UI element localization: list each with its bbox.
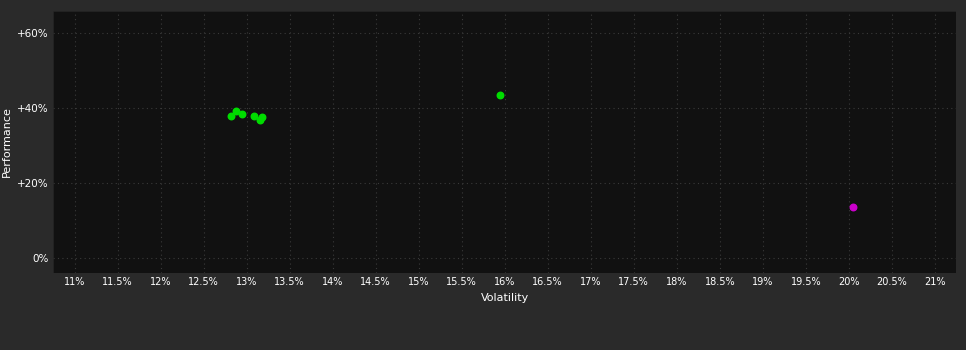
Point bbox=[845, 204, 861, 210]
Point bbox=[254, 114, 270, 120]
Point bbox=[235, 111, 250, 117]
Point bbox=[245, 113, 261, 118]
Point bbox=[252, 117, 268, 123]
X-axis label: Volatility: Volatility bbox=[481, 293, 528, 303]
Y-axis label: Performance: Performance bbox=[2, 106, 12, 177]
Point bbox=[223, 113, 239, 119]
Point bbox=[493, 92, 508, 98]
Point bbox=[229, 108, 244, 114]
